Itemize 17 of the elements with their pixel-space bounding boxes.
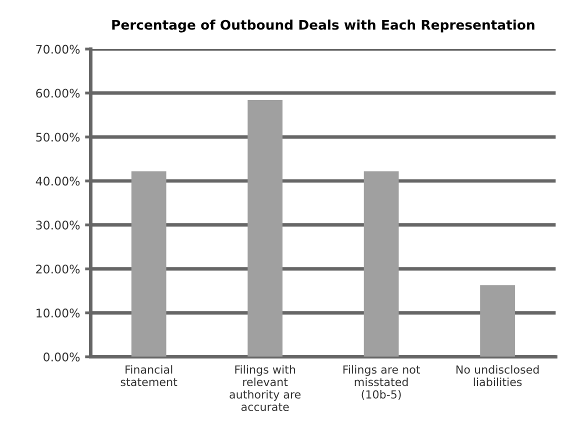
- bar: [131, 171, 166, 357]
- y-tick-label: 60.00%: [36, 88, 80, 98]
- y-tick-label: 50.00%: [36, 132, 80, 142]
- y-tick-label: 0.00%: [44, 352, 80, 362]
- x-tick-label: Filings are not misstated (10b-5): [343, 365, 420, 400]
- chart-title: Percentage of Outbound Deals with Each Representation: [112, 20, 534, 32]
- y-tick-label: 30.00%: [36, 220, 80, 230]
- x-tick-label: Financial statement: [120, 365, 178, 386]
- bar: [248, 100, 283, 357]
- y-tick-label: 10.00%: [36, 308, 80, 318]
- y-tick-label: 20.00%: [36, 264, 80, 274]
- x-tick-label: Filings with relevant authority are accurate: [230, 365, 301, 412]
- bar: [364, 171, 399, 357]
- y-tick-label: 70.00%: [36, 44, 80, 54]
- x-tick-label: No undisclosed liabilities: [456, 365, 539, 386]
- bar: [480, 285, 515, 357]
- y-tick-label: 40.00%: [36, 176, 80, 186]
